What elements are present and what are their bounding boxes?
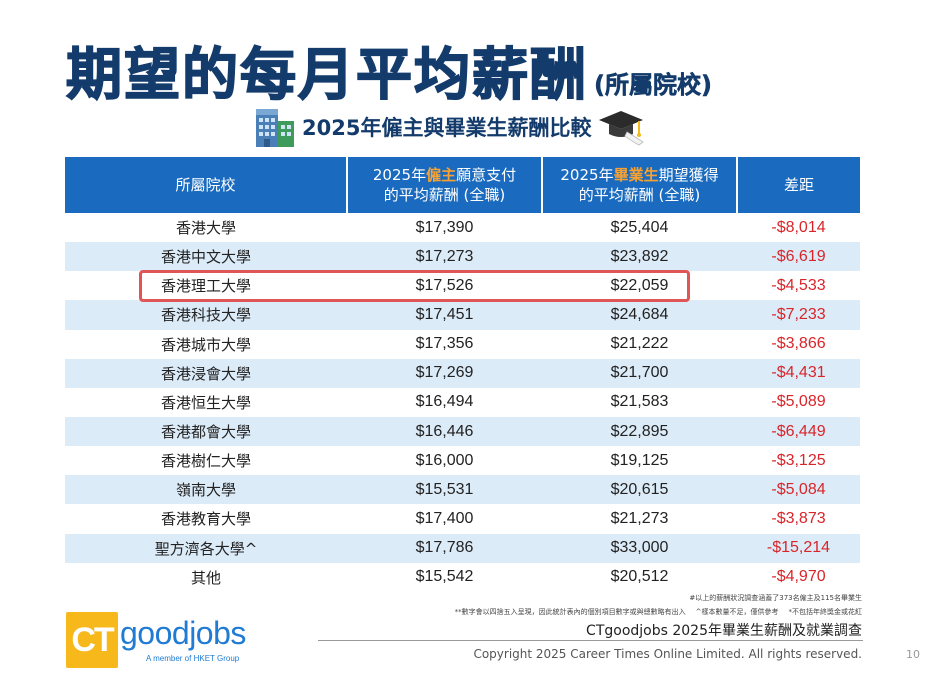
- section-subtitle: 2025年僱主與畢業生薪酬比較: [254, 104, 645, 150]
- footer-divider: [318, 640, 863, 641]
- difference-cell: -$7,233: [737, 300, 860, 330]
- difference-cell: -$5,089: [771, 393, 826, 411]
- employer-salary-cell: $17,526: [415, 276, 474, 294]
- school-cell: 香港城市大學: [160, 335, 251, 354]
- graduate-salary-cell: $24,684: [542, 300, 737, 330]
- employer-salary-cell: $17,273: [347, 242, 542, 272]
- table-row: 其他 $15,542 $20,512 -$4,970: [65, 563, 860, 592]
- copyright-text: Copyright 2025 Career Times Online Limit…: [473, 647, 862, 661]
- header-graduate-highlight: 畢業生: [613, 165, 659, 184]
- school-cell: 聖方濟各大學^: [65, 533, 347, 563]
- table-body: 香港大學 $17,390 $25,404 -$8,014 香港中文大學 $17,273 $2…: [65, 213, 860, 592]
- difference-cell: -$3,873: [771, 509, 826, 527]
- employer-salary-cell: $16,446: [347, 416, 542, 447]
- graduate-salary-cell: $20,615: [542, 475, 737, 505]
- graduate-salary-cell: $19,125: [610, 451, 669, 469]
- header-graduate-salary: 2025年畢業生期望獲得 的平均薪酬 (全職): [542, 157, 738, 213]
- school-cell: 香港大學: [175, 219, 236, 238]
- graduate-salary-cell: $20,512: [610, 568, 669, 586]
- difference-cell: -$8,014: [771, 218, 826, 236]
- subtitle-text: 2025年僱主與畢業生薪酬比較: [302, 116, 592, 140]
- header-employer-highlight: 僱主: [426, 165, 457, 184]
- employer-salary-cell: $16,494: [415, 393, 474, 411]
- header-employer-salary: 2025年僱主願意支付 的平均薪酬 (全職): [347, 157, 543, 213]
- school-cell: 香港理工大學: [160, 277, 251, 296]
- rounding-note: **數字會以四捨五入呈現，因此統計表內的個別項目數字或與總數略有出入: [454, 608, 686, 616]
- difference-cell: -$15,214: [737, 533, 860, 563]
- employer-salary-cell: $15,531: [347, 475, 542, 505]
- school-cell: 其他: [190, 568, 221, 587]
- table-row: 香港浸會大學 $17,269 $21,700 -$4,431: [65, 358, 860, 388]
- school-cell: 香港恒生大學: [160, 393, 251, 412]
- header-difference: 差距: [737, 157, 860, 213]
- sample-note: ^樣本數量不足，僅供參考: [695, 608, 779, 616]
- footnotes: **數字會以四捨五入呈現，因此統計表內的個別項目數字或與總數略有出入 ^樣本數量…: [455, 607, 862, 617]
- table-row: 香港都會大學 $16,446 $22,895 -$6,449: [65, 416, 860, 447]
- table-row: 聖方濟各大學^ $17,786 $33,000 -$15,214: [65, 533, 860, 563]
- difference-cell: -$3,125: [771, 451, 826, 469]
- employer-salary-cell: $17,400: [415, 509, 474, 527]
- school-cell: 香港樹仁大學: [160, 452, 251, 471]
- employer-salary-cell: $17,390: [415, 218, 474, 236]
- table-row: 香港樹仁大學 $16,000 $19,125 -$3,125: [65, 446, 860, 475]
- graduate-salary-cell: $33,000: [542, 533, 737, 563]
- table-row: 香港大學 $17,390 $25,404 -$8,014: [65, 213, 860, 242]
- graduate-salary-cell: $21,273: [610, 509, 669, 527]
- survey-note: #以上的薪酬狀況調查涵蓋了373名僱主及115名畢業生: [689, 594, 862, 602]
- table-row: 香港科技大學 $17,451 $24,684 -$7,233: [65, 300, 860, 330]
- logo-ct-mark: CT: [66, 612, 118, 668]
- table-row: 香港教育大學 $17,400 $21,273 -$3,873: [65, 504, 860, 533]
- table-row: 嶺南大學 $15,531 $20,615 -$5,084: [65, 475, 860, 505]
- bonus-note: *不包括年終獎金或花紅: [788, 608, 863, 616]
- table-header-row: 所屬院校 2025年僱主願意支付 的平均薪酬 (全職) 2025年畢業生期望獲得…: [65, 157, 860, 213]
- employer-salary-cell: $17,269: [347, 358, 542, 388]
- employer-salary-cell: $17,786: [347, 533, 542, 563]
- header-school: 所屬院校: [65, 157, 348, 213]
- difference-cell: -$4,431: [737, 358, 860, 388]
- graduation-cap-icon: [599, 111, 645, 146]
- office-building-icon: [256, 109, 294, 147]
- page-title-sub: (所屬院校): [594, 71, 712, 100]
- difference-cell: -$5,084: [737, 475, 860, 505]
- source-text: CTgoodjobs 2025年畢業生薪酬及就業調查: [586, 623, 862, 639]
- table-row: 香港城市大學 $17,356 $21,222 -$3,866: [65, 330, 860, 359]
- employer-salary-cell: $16,000: [415, 451, 474, 469]
- difference-cell: -$6,449: [737, 416, 860, 447]
- school-cell: 香港浸會大學: [65, 358, 347, 388]
- table-row: 香港理工大學 $17,526 $22,059 -$4,533: [65, 271, 860, 300]
- graduate-salary-cell: $23,892: [542, 242, 737, 272]
- salary-comparison-table: 所屬院校 2025年僱主願意支付 的平均薪酬 (全職) 2025年畢業生期望獲得…: [65, 157, 860, 592]
- graduate-salary-cell: $21,222: [610, 335, 669, 353]
- school-cell: 香港科技大學: [65, 300, 347, 330]
- employer-salary-cell: $15,542: [415, 568, 474, 586]
- page-title-main: 期望的每月平均薪酬: [65, 43, 588, 108]
- difference-cell: -$3,866: [771, 335, 826, 353]
- table-row: 香港中文大學 $17,273 $23,892 -$6,619: [65, 242, 860, 272]
- difference-cell: -$4,533: [771, 276, 826, 294]
- page-number: 10: [906, 648, 920, 661]
- page-title: 期望的每月平均薪酬 (所屬院校): [65, 28, 712, 108]
- graduate-salary-cell: $21,583: [610, 393, 669, 411]
- school-cell: 香港中文大學: [65, 242, 347, 272]
- difference-cell: -$6,619: [737, 242, 860, 272]
- graduate-salary-cell: $21,700: [542, 358, 737, 388]
- school-cell: 嶺南大學: [65, 475, 347, 505]
- graduate-salary-cell: $22,059: [610, 276, 669, 294]
- employer-salary-cell: $17,356: [415, 335, 474, 353]
- logo-brand-text: goodjobs: [120, 615, 246, 651]
- school-cell: 香港都會大學: [65, 416, 347, 447]
- logo-member-text: A member of HKET Group: [146, 654, 240, 663]
- difference-cell: -$4,970: [771, 568, 826, 586]
- ctgoodjobs-logo: CT goodjobs A member of HKET Group: [66, 610, 266, 670]
- table-row: 香港恒生大學 $16,494 $21,583 -$5,089: [65, 388, 860, 417]
- school-cell: 香港教育大學: [160, 510, 251, 529]
- graduate-salary-cell: $25,404: [610, 218, 669, 236]
- employer-salary-cell: $17,451: [347, 300, 542, 330]
- graduate-salary-cell: $22,895: [542, 416, 737, 447]
